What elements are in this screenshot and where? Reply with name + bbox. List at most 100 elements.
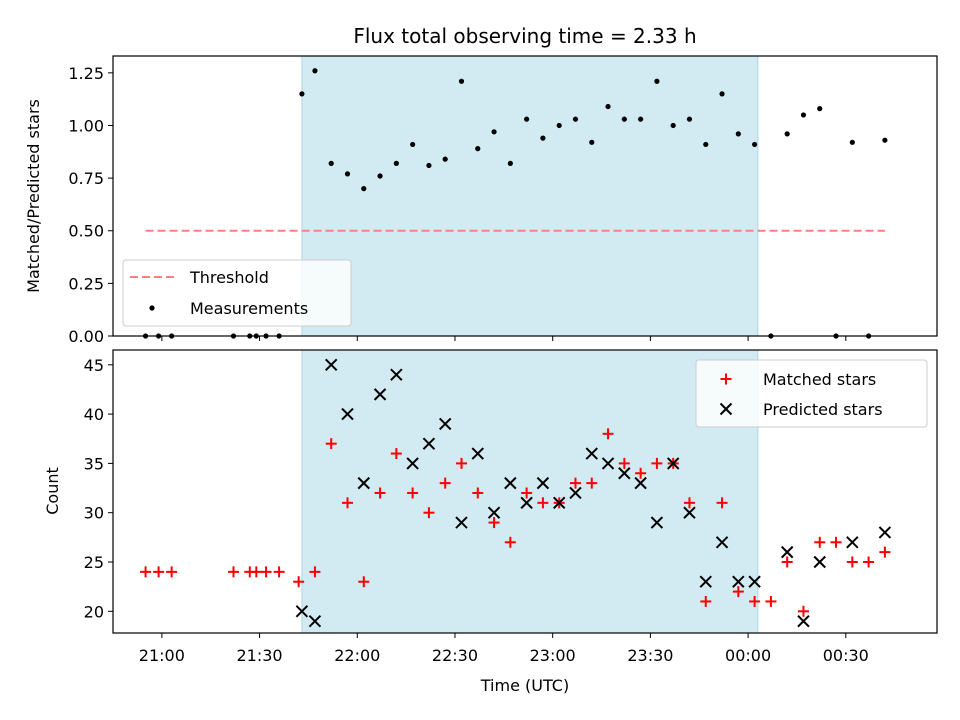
top-y-tick-label-5: 1.25	[68, 64, 104, 83]
predicted-star-point-b	[780, 545, 794, 559]
matched-star-point	[569, 477, 581, 489]
matched-star-point	[250, 566, 262, 578]
measurement-point	[735, 131, 741, 137]
matched-star-point	[586, 477, 598, 489]
matched-star-point	[732, 586, 744, 598]
matched-star-point	[472, 487, 484, 499]
predicted-star-point-b	[813, 555, 826, 569]
matched-star-point	[830, 536, 842, 548]
predicted-star-point	[295, 605, 309, 618]
measurement-point	[686, 116, 693, 122]
measurement-point	[621, 116, 627, 122]
bottom-y-ticks: 20 25 30 35 40 45	[84, 356, 113, 621]
matched-star-point	[504, 536, 516, 548]
matched-star-point	[618, 457, 630, 469]
measurement-point	[410, 141, 416, 148]
matched-star-point	[140, 566, 152, 578]
measurement-point	[299, 91, 305, 97]
top-y-tick-label-4: 1.00	[68, 116, 104, 135]
predicted-star-point-b	[732, 575, 745, 588]
matched-star-point	[765, 595, 777, 607]
measurement-point	[638, 116, 644, 122]
measurement-point	[426, 162, 432, 169]
matched-stars-points	[140, 428, 891, 617]
measurement-point	[361, 186, 367, 192]
matched-star-point	[309, 566, 321, 578]
predicted-star-point	[683, 506, 696, 519]
top-legend-box	[122, 259, 352, 327]
measurement-point	[442, 156, 448, 162]
bottom-y-tick-label-5: 45	[84, 356, 104, 375]
bottom-panel: 20 25 30 35 40 45 21:00 21:30 22:00 22:30 23:00 23…	[43, 349, 938, 695]
predicted-star-point-b	[325, 358, 338, 371]
top-y-tick-label-2: 0.50	[68, 222, 104, 241]
measurement-point	[800, 112, 807, 118]
predicted-star-point-b	[699, 575, 712, 588]
predicted-star-point	[373, 388, 387, 401]
matched-star-point	[602, 428, 614, 440]
matched-star-point	[358, 576, 370, 588]
bottom-shaded-interval	[301, 349, 759, 634]
predicted-star-point	[732, 575, 745, 588]
legend-measurements-swatch	[149, 305, 155, 311]
predicted-star-point	[308, 614, 322, 628]
predicted-star-point	[487, 506, 501, 519]
top-y-tick-label-1: 0.25	[68, 274, 104, 293]
predicted-star-point	[650, 516, 664, 529]
measurement-point	[475, 146, 481, 152]
predicted-star-point	[536, 476, 550, 490]
matched-star-point	[846, 556, 858, 568]
measurement-point	[752, 141, 758, 148]
predicted-star-point-b	[504, 476, 517, 490]
matched-star-point	[700, 595, 712, 607]
predicted-star-point-b	[634, 476, 647, 490]
measurement-point	[654, 78, 660, 84]
top-legend: Threshold Measurements	[122, 259, 352, 327]
matched-star-point	[651, 457, 663, 469]
measurement-point	[328, 160, 334, 166]
matched-star-point	[293, 576, 305, 588]
matched-star-point	[488, 517, 500, 529]
matched-star-point	[341, 497, 353, 509]
predicted-star-point-b	[650, 516, 664, 529]
x-tick-label-3: 22:30	[432, 646, 478, 665]
legend-measurements-label: Measurements	[190, 299, 308, 318]
predicted-star-point-b	[471, 447, 484, 460]
matched-star-point	[863, 556, 875, 568]
predicted-star-point	[341, 407, 354, 421]
predicted-star-point-b	[797, 614, 810, 628]
predicted-star-point	[406, 457, 419, 470]
predicted-star-point	[715, 536, 729, 549]
predicted-star-point	[601, 457, 615, 470]
top-plot-frame	[112, 55, 938, 337]
predicted-star-point-b	[666, 457, 680, 470]
predicted-star-point-b	[618, 467, 631, 480]
predicted-star-point	[552, 496, 566, 510]
predicted-star-point	[585, 447, 598, 460]
measurement-point	[605, 103, 611, 110]
measurement-point	[817, 106, 823, 112]
predicted-star-point-b	[390, 368, 403, 381]
legend-predicted-label: Predicted stars	[763, 400, 883, 419]
matched-star-point	[166, 566, 178, 578]
predicted-star-point-b	[748, 575, 761, 588]
legend-matched-swatch	[720, 373, 732, 385]
predicted-star-point-b	[536, 476, 550, 490]
bottom-legend: Matched stars Predicted stars	[695, 359, 928, 428]
predicted-star-point-b	[683, 506, 696, 519]
bottom-legend-box	[695, 359, 928, 428]
predicted-star-point-b	[601, 457, 615, 470]
predicted-star-point-b	[373, 388, 387, 401]
predicted-star-point	[813, 555, 826, 569]
top-y-tick-label-3: 0.75	[68, 169, 104, 188]
matched-star-point	[879, 546, 891, 558]
matched-star-point	[325, 438, 337, 450]
predicted-star-point-b	[438, 417, 452, 431]
measurement-point	[882, 137, 888, 143]
matched-star-point	[153, 566, 165, 578]
predicted-star-point	[422, 437, 436, 450]
legend-threshold-label: Threshold	[189, 268, 269, 287]
bottom-plot-frame	[112, 349, 938, 634]
predicted-star-point-b	[295, 605, 309, 618]
